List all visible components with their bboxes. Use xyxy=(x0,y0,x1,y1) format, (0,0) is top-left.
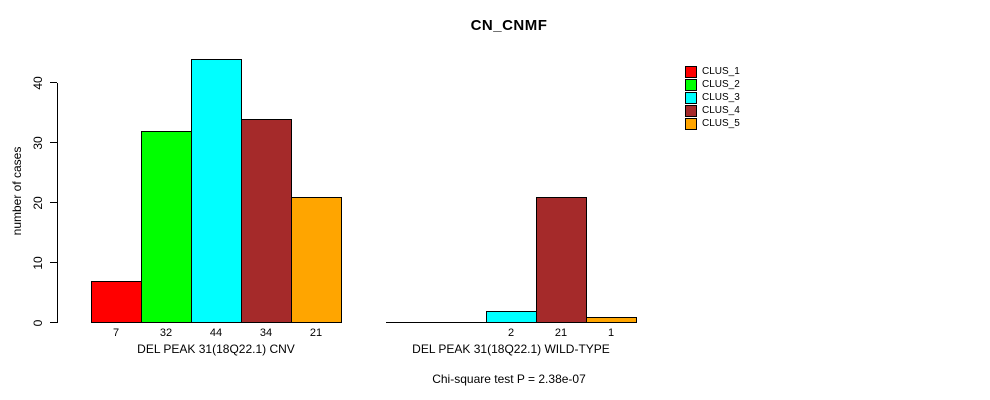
y-tick xyxy=(50,322,57,323)
y-tick-label: 0 xyxy=(31,319,45,327)
bar-value-label: 1 xyxy=(607,327,615,339)
y-tick-label: 30 xyxy=(31,136,45,150)
y-tick xyxy=(50,202,57,203)
legend-swatch xyxy=(685,78,697,91)
bar-value-label: 34 xyxy=(259,327,273,339)
bar-value-label: 7 xyxy=(112,327,120,339)
bar-clus-1 xyxy=(91,281,142,323)
legend-swatch xyxy=(685,65,697,78)
bar-clus-4 xyxy=(536,197,587,323)
y-axis-line xyxy=(57,83,58,323)
legend-label: CLUS_3 xyxy=(702,92,740,103)
x-group-label: DEL PEAK 31(18Q22.1) CNV xyxy=(137,342,295,356)
y-tick xyxy=(50,82,57,83)
bar-clus-5 xyxy=(586,317,637,323)
bar-clus-3 xyxy=(191,59,242,323)
legend: CLUS_1 CLUS_2 CLUS_3 CLUS_4 CLUS_5 xyxy=(685,65,740,130)
y-axis-label: number of cases xyxy=(10,146,24,236)
legend-label: CLUS_1 xyxy=(702,66,740,77)
stat-text: Chi-square test P = 2.38e-07 xyxy=(432,372,586,386)
bar-value-label: 2 xyxy=(507,327,515,339)
y-tick-label: 20 xyxy=(31,196,45,210)
bar-value-label: 21 xyxy=(554,327,568,339)
legend-item: CLUS_1 xyxy=(685,65,740,78)
legend-item: CLUS_5 xyxy=(685,117,740,130)
bar-value-label: 21 xyxy=(309,327,323,339)
bar-zero-clus-1 xyxy=(386,322,437,323)
bar-clus-5 xyxy=(291,197,342,323)
bar-clus-3 xyxy=(486,311,537,323)
bar-clus-4 xyxy=(241,119,292,323)
legend-label: CLUS_4 xyxy=(702,105,740,116)
legend-item: CLUS_4 xyxy=(685,104,740,117)
legend-item: CLUS_3 xyxy=(685,91,740,104)
bar-zero-clus-2 xyxy=(436,322,487,323)
bar-clus-2 xyxy=(141,131,192,323)
chart-title: CN_CNMF xyxy=(470,17,548,34)
legend-label: CLUS_5 xyxy=(702,118,740,129)
legend-swatch xyxy=(685,91,697,104)
x-group-label: DEL PEAK 31(18Q22.1) WILD-TYPE xyxy=(412,342,610,356)
bar-value-label: 32 xyxy=(159,327,173,339)
y-tick-label: 10 xyxy=(31,256,45,270)
legend-swatch xyxy=(685,104,697,117)
y-tick xyxy=(50,262,57,263)
legend-swatch xyxy=(685,117,697,130)
y-tick xyxy=(50,142,57,143)
y-tick-label: 40 xyxy=(31,76,45,90)
legend-item: CLUS_2 xyxy=(685,78,740,91)
bar-value-label: 44 xyxy=(209,327,223,339)
legend-label: CLUS_2 xyxy=(702,79,740,90)
